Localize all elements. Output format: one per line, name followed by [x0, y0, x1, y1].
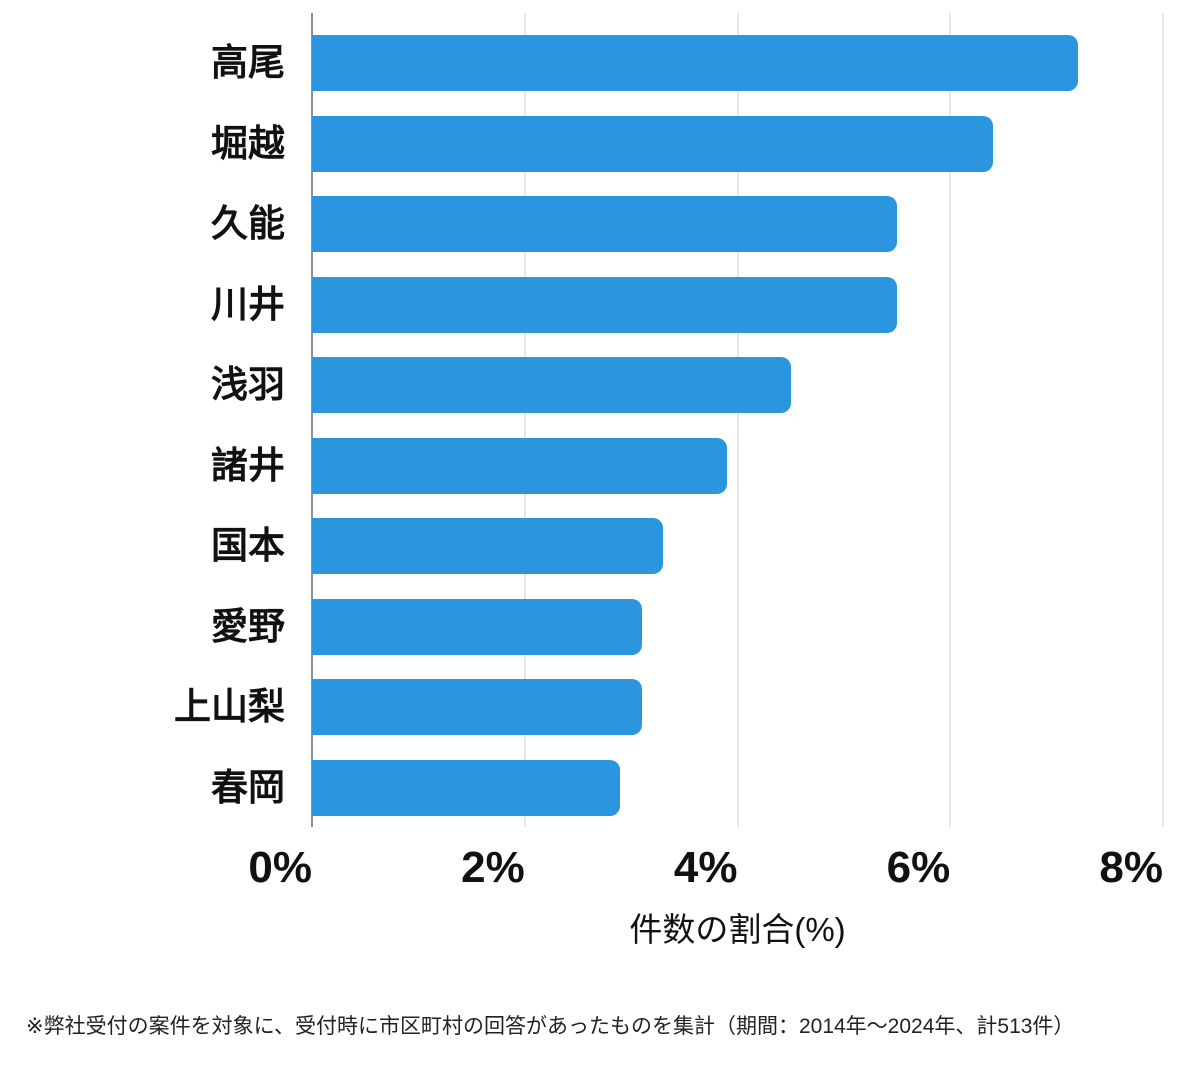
- x-tick-label: 2%: [461, 843, 525, 892]
- plot-area: [311, 13, 1164, 827]
- bar: [312, 518, 664, 575]
- bar: [312, 35, 1078, 91]
- gridline: [949, 13, 952, 827]
- bar: [312, 276, 898, 333]
- category-label: 春岡: [211, 767, 285, 809]
- x-axis-title: 件数の割合(%): [629, 911, 846, 948]
- category-label: 国本: [211, 525, 285, 567]
- category-label: 堀越: [211, 122, 285, 164]
- bar: [312, 598, 642, 655]
- bar: [312, 679, 642, 736]
- bar: [312, 196, 898, 253]
- footnote: ※弊社受付の案件を対象に、受付時に市区町村の回答があったものを集計（期間：201…: [26, 1015, 1075, 1038]
- category-label: 高尾: [211, 42, 285, 83]
- bar: [312, 760, 621, 817]
- x-tick-label: 8%: [1099, 843, 1163, 892]
- category-label: 久能: [211, 203, 285, 245]
- category-label: 諸井: [211, 444, 285, 486]
- bar: [312, 357, 791, 414]
- x-tick-label: 0%: [248, 843, 312, 892]
- gridline: [1162, 13, 1164, 827]
- category-label: 上山梨: [174, 686, 285, 728]
- gridline: [523, 13, 526, 827]
- category-label: 川井: [211, 283, 285, 325]
- category-label: 愛野: [211, 605, 285, 647]
- x-tick-label: 6%: [886, 843, 951, 892]
- bar: [312, 115, 993, 172]
- y-axis-line: [311, 13, 313, 827]
- x-tick-label: 4%: [673, 843, 738, 892]
- bar: [312, 437, 727, 494]
- category-label: 浅羽: [211, 364, 285, 406]
- gridline: [736, 13, 739, 827]
